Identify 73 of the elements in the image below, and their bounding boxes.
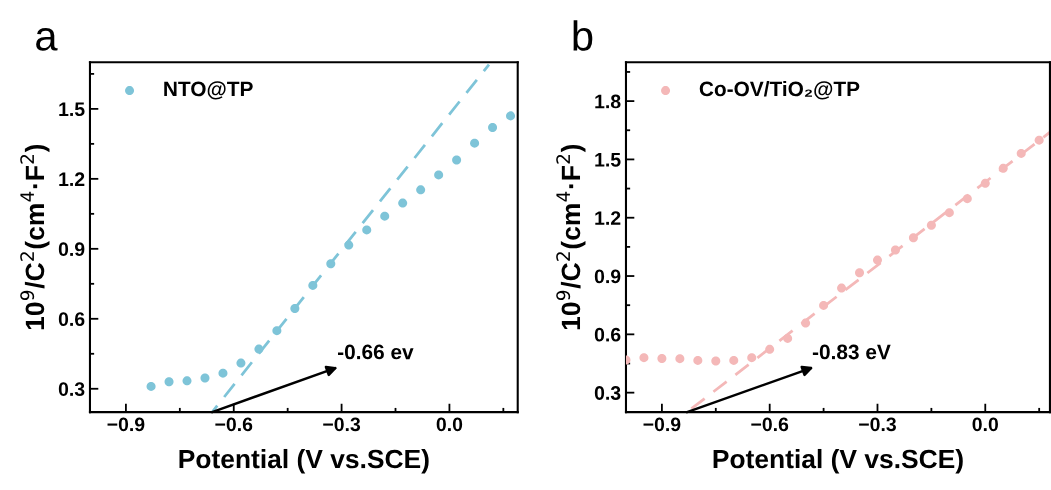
point	[272, 326, 282, 336]
point	[855, 268, 865, 278]
y-tick-label: 0.3	[594, 386, 621, 400]
point	[944, 208, 954, 218]
annotation: -0.66 ev	[338, 344, 414, 360]
y-tick-label: 1.5	[595, 153, 621, 167]
point	[344, 240, 354, 250]
y-tick-label: 1.2	[595, 211, 621, 225]
point	[926, 220, 936, 230]
point	[362, 225, 372, 235]
point	[236, 358, 246, 368]
point	[200, 373, 210, 383]
y-tick-label: 0.9	[58, 242, 85, 257]
point	[872, 255, 882, 265]
point	[837, 283, 847, 293]
text: 10$^{9}$/C$^{2}$(cm$^{4}$·F$^{2}$)	[20, 144, 50, 330]
point	[711, 356, 721, 366]
x-tick-label: −0.3	[859, 417, 896, 432]
point	[765, 344, 775, 354]
point	[380, 211, 390, 221]
y-tick-label: 0.3	[58, 382, 85, 397]
point	[488, 123, 498, 133]
y-tick-label: 0.9	[594, 269, 621, 284]
x-axis-title: Potential (V vs.SCE)	[179, 448, 429, 474]
point	[801, 318, 811, 328]
legend-label: NTO@TP	[164, 81, 253, 100]
x-tick-label: −0.3	[323, 417, 361, 432]
point	[962, 194, 972, 204]
point	[675, 354, 685, 364]
point	[908, 233, 918, 243]
point	[506, 111, 516, 121]
point	[470, 138, 480, 148]
y-tick-label: 1.2	[59, 172, 85, 186]
y-tick-label: 0.6	[58, 312, 85, 327]
x-tick-label: 0.0	[972, 417, 998, 432]
point	[1034, 135, 1044, 145]
x-tick-label: −0.6	[215, 417, 253, 432]
point	[980, 178, 990, 188]
chart-title: a	[36, 27, 58, 51]
point	[146, 381, 156, 391]
point	[434, 170, 444, 180]
point	[398, 198, 408, 208]
point	[819, 300, 829, 310]
text: 10$^{9}$/C$^{2}$(cm$^{4}$·F$^{2}$)	[556, 144, 586, 330]
annotation: -0.83 eV	[812, 344, 891, 360]
point	[747, 353, 757, 363]
point	[998, 163, 1008, 173]
x-tick-label: −0.9	[107, 417, 145, 432]
y-tick-label: 1.5	[59, 102, 85, 117]
point	[416, 185, 426, 195]
point	[290, 304, 300, 314]
point	[182, 376, 192, 386]
point	[254, 344, 264, 354]
y-tick-label: 1.8	[595, 94, 621, 109]
point	[1016, 148, 1026, 158]
point	[783, 333, 793, 343]
point	[890, 245, 900, 255]
chart-title: b	[573, 20, 593, 51]
point	[326, 259, 336, 269]
legend-label: Co-OV/TiO₂@TP	[699, 80, 860, 100]
point	[693, 355, 703, 365]
point	[218, 368, 228, 378]
point	[729, 355, 739, 365]
point	[639, 353, 649, 363]
point	[657, 353, 667, 363]
point	[308, 280, 318, 290]
y-tick-label: 0.6	[594, 327, 621, 342]
x-tick-label: −0.9	[643, 417, 681, 432]
x-axis-title: Potential (V vs.SCE)	[713, 448, 963, 474]
x-tick-label: −0.6	[751, 417, 789, 432]
point	[452, 155, 462, 165]
x-tick-label: 0.0	[436, 417, 463, 432]
point	[164, 377, 174, 387]
